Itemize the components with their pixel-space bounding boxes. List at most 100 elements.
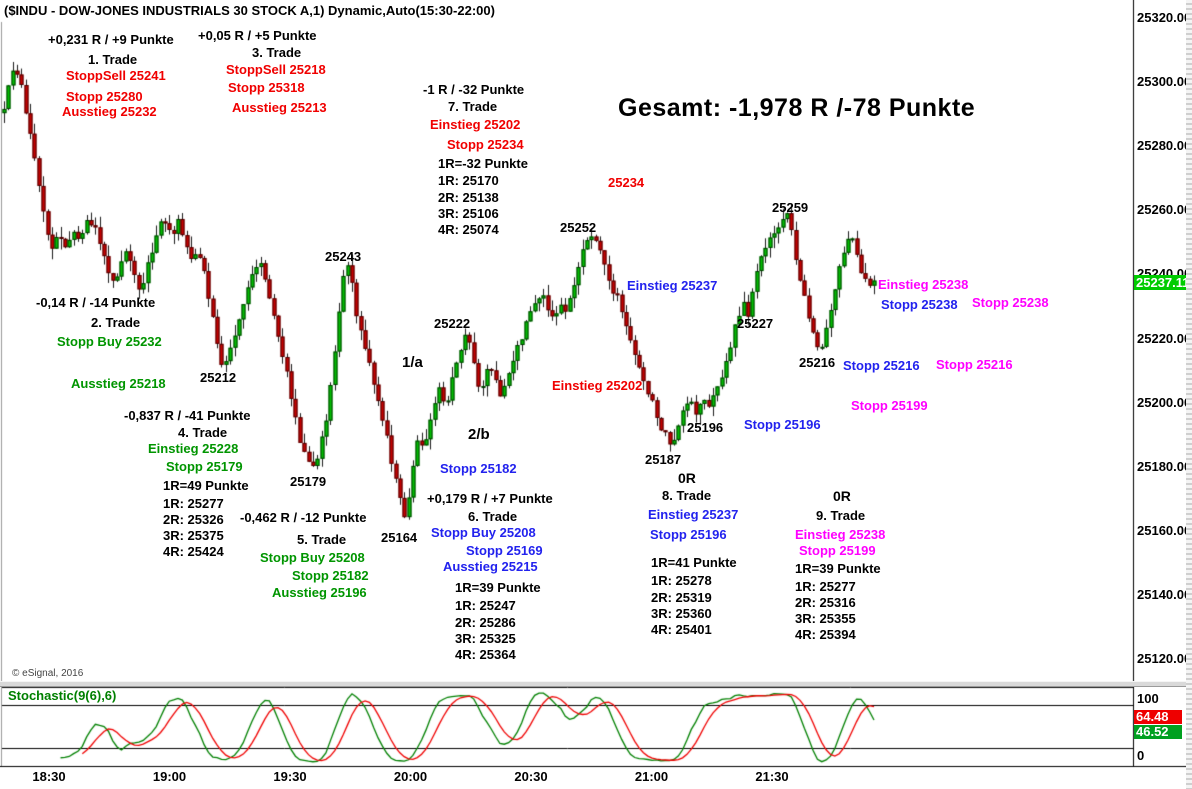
chart-annotation: 3R: 25360 (651, 606, 712, 621)
chart-annotation: 0R (678, 470, 696, 486)
stochastic-k-value-badge: 46.52 (1134, 725, 1182, 739)
chart-annotation: Stopp 25216 (843, 358, 920, 373)
vertical-scrollbar[interactable] (1186, 0, 1192, 789)
chart-annotation: 1R=39 Punkte (455, 580, 541, 595)
chart-annotation: 3. Trade (252, 45, 302, 60)
chart-annotation: 4R: 25424 (163, 544, 224, 559)
price-axis-label: 25180.00 (1137, 458, 1192, 474)
chart-annotation: Stopp 25182 (440, 461, 517, 476)
chart-annotation: Ausstieg 25213 (232, 100, 327, 115)
chart-annotation: 25164 (381, 530, 418, 545)
price-axis-label: 25320.00 (1137, 10, 1192, 25)
chart-annotation: 2R: 25326 (163, 512, 224, 527)
time-axis-label: 21:00 (634, 769, 669, 784)
chart-annotation: 3R: 25106 (438, 206, 499, 221)
chart-annotation: +0,179 R / +7 Punkte (427, 491, 553, 506)
esignal-copyright: © eSignal, 2016 (12, 668, 84, 679)
chart-annotation: 8. Trade (662, 488, 712, 503)
chart-annotation: 0R (833, 488, 851, 504)
chart-annotation: 1R: 25277 (163, 496, 224, 511)
chart-annotation: 25179 (290, 474, 327, 489)
chart-annotation: -0,837 R / -41 Punkte (124, 408, 251, 423)
chart-annotation: Stopp 25238 (972, 295, 1049, 310)
chart-annotation: Stopp 25196 (650, 527, 727, 542)
chart-title: ($INDU - DOW-JONES INDUSTRIALS 30 STOCK … (4, 3, 495, 18)
chart-annotation: 2R: 25138 (438, 190, 499, 205)
price-axis-label: 25120.00 (1137, 651, 1192, 666)
chart-annotation: Einstieg 25237 (648, 507, 739, 522)
chart-annotation: StoppSell 25241 (66, 68, 166, 83)
chart-annotation: Einstieg 25202 (552, 378, 643, 393)
price-axis-label: 25260.00 (1137, 202, 1192, 218)
price-axis-label: 25280.00 (1137, 138, 1192, 154)
chart-annotation: 2. Trade (91, 315, 141, 330)
chart-annotation: Stopp Buy 25208 (431, 525, 536, 540)
chart-annotation: 3R: 25355 (795, 611, 856, 626)
chart-annotation: 1R: 25247 (455, 598, 516, 613)
chart-annotation: 1R=49 Punkte (163, 478, 249, 493)
time-axis-label: 18:30 (32, 769, 66, 784)
chart-annotation: Stopp 25199 (851, 398, 928, 413)
chart-annotation: Einstieg 25228 (148, 441, 239, 456)
chart-annotation: 1R=41 Punkte (651, 555, 737, 570)
chart-annotation: 1R: 25170 (438, 173, 499, 188)
price-axis-label: 25300.00 (1137, 74, 1192, 90)
chart-annotation: 1R: 25278 (651, 573, 712, 588)
chart-annotation: 3R: 25375 (163, 528, 224, 543)
chart-annotation: 25212 (200, 370, 237, 385)
time-axis-label: 20:00 (393, 769, 428, 784)
chart-annotation: +0,05 R / +5 Punkte (198, 28, 317, 43)
chart-annotation: 2R: 25316 (795, 595, 856, 610)
stochastic-d-value-badge: 64.48 (1134, 710, 1182, 724)
chart-annotation: 1R: 25277 (795, 579, 856, 594)
chart-annotation: Ausstieg 25196 (272, 585, 367, 600)
chart-annotation: 6. Trade (468, 509, 518, 524)
chart-annotation: 1R=39 Punkte (795, 561, 881, 576)
time-axis-label: 19:30 (273, 769, 307, 784)
chart-annotation: 4. Trade (178, 425, 228, 440)
chart-annotation: Stopp Buy 25232 (57, 334, 162, 349)
chart-annotation: 25187 (645, 452, 682, 467)
chart-annotation: 25216 (799, 355, 836, 370)
chart-annotation: 2/b (468, 426, 490, 443)
chart-annotation: +0,231 R / +9 Punkte (48, 32, 174, 47)
chart-annotation: 1R=-32 Punkte (438, 156, 528, 171)
chart-annotation: 4R: 25401 (651, 622, 712, 637)
chart-annotation: 1/a (402, 354, 423, 371)
chart-annotation: 2R: 25319 (651, 590, 712, 605)
chart-annotation: 4R: 25364 (455, 647, 516, 662)
price-axis-label: 25220.00 (1137, 330, 1192, 346)
chart-annotation: Einstieg 25238 (878, 277, 969, 292)
chart-annotation: 9. Trade (816, 508, 866, 523)
chart-annotation: 1. Trade (88, 52, 138, 67)
time-axis-label: 20:30 (514, 769, 548, 784)
chart-annotation: 25196 (687, 420, 724, 435)
chart-annotation: 5. Trade (297, 532, 347, 547)
chart-annotation: 25243 (325, 249, 362, 264)
stochastic-scale-top: 100 (1137, 691, 1159, 706)
chart-annotation: Einstieg 25238 (795, 527, 886, 542)
chart-annotation: 25227 (737, 316, 774, 331)
chart-annotation: StoppSell 25218 (226, 62, 326, 77)
chart-annotation: Stopp 25318 (228, 80, 305, 95)
chart-annotation: Ausstieg 25215 (443, 559, 538, 574)
chart-annotation: Stopp 25196 (744, 417, 821, 432)
panel-splitter-handle[interactable] (0, 681, 1192, 687)
chart-annotation: 2R: 25286 (455, 615, 516, 630)
chart-annotation: Einstieg 25237 (627, 278, 718, 293)
chart-annotation: Stopp 25280 (66, 89, 143, 104)
price-axis-label: 25160.00 (1137, 522, 1192, 538)
chart-annotation: Stopp 25182 (292, 568, 369, 583)
chart-annotation: 25252 (560, 220, 597, 235)
price-axis-label: 25200.00 (1137, 394, 1192, 410)
chart-annotation: Stopp 25234 (447, 137, 524, 152)
chart-annotation: Ausstieg 25232 (62, 104, 157, 119)
chart-annotation: 25234 (608, 175, 645, 190)
chart-annotation: Ausstieg 25218 (71, 376, 166, 391)
total-result-headline: Gesamt: -1,978 R /-78 Punkte (618, 94, 976, 122)
chart-annotation: 7. Trade (448, 99, 498, 114)
chart-annotation: Einstieg 25202 (430, 117, 521, 132)
chart-annotation: -1 R / -32 Punkte (423, 82, 525, 97)
